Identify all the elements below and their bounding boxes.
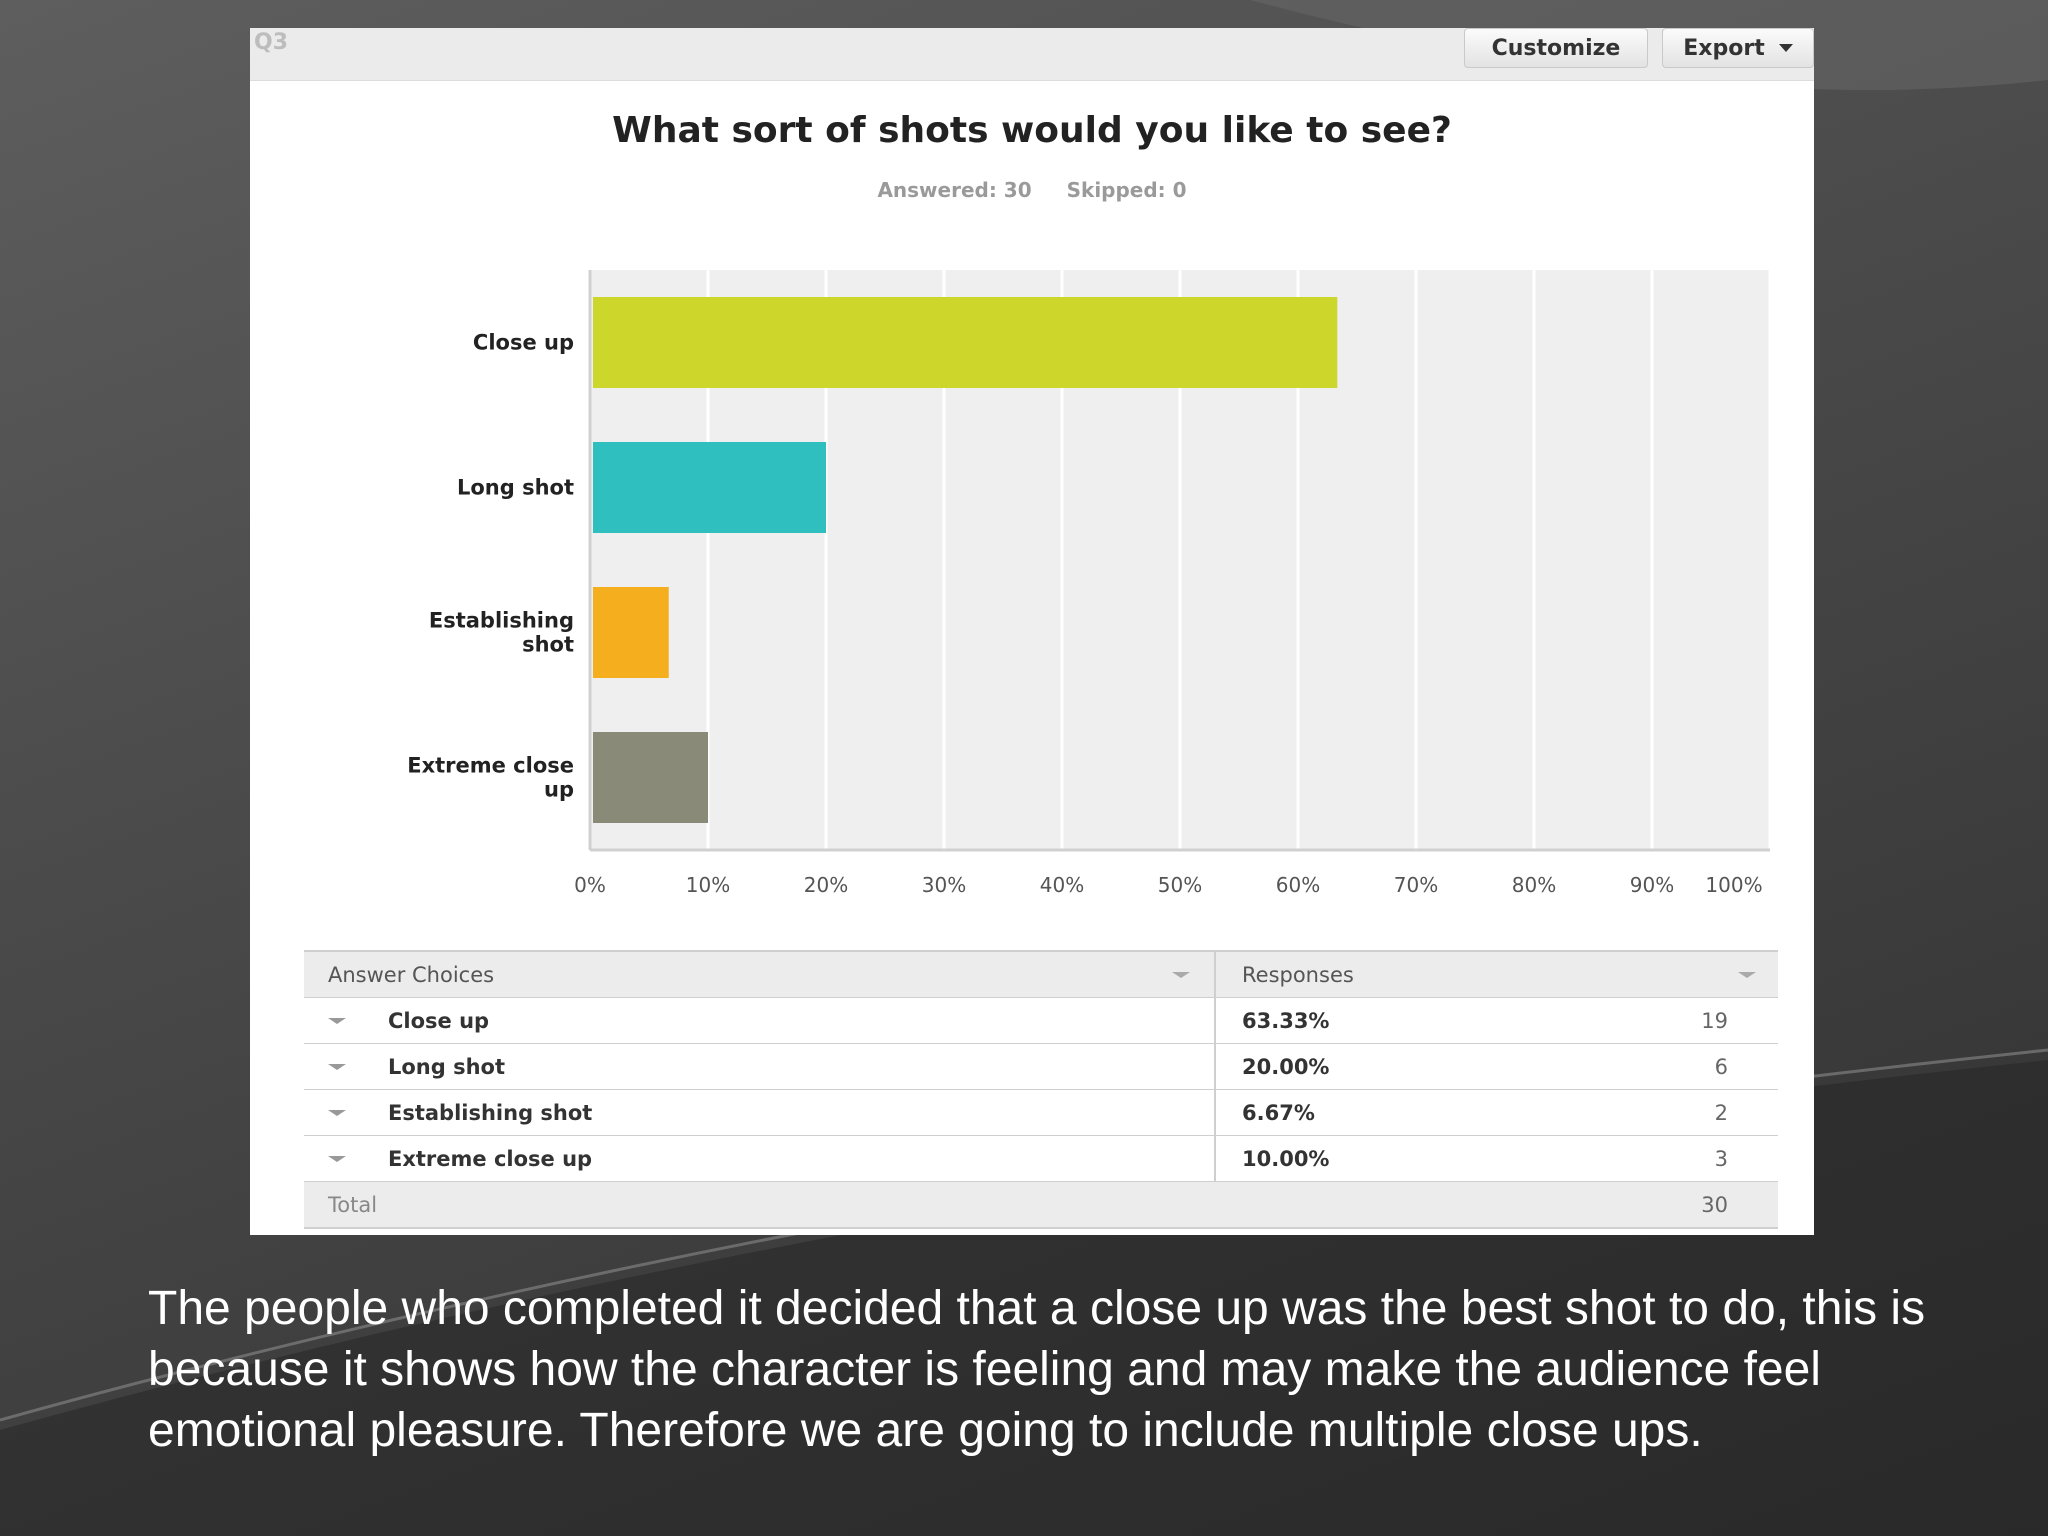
table-row: Close up 63.33% 19	[304, 997, 1778, 1044]
bar	[593, 732, 708, 823]
x-tick-label: 50%	[1158, 873, 1202, 897]
x-tick-label: 0%	[574, 873, 606, 897]
response-cell: 10.00% 3	[1215, 1135, 1778, 1182]
skipped-count: Skipped: 0	[1066, 178, 1187, 202]
export-button[interactable]: Export	[1662, 28, 1814, 68]
y-tick-label: up	[544, 778, 574, 802]
response-cell: 63.33% 19	[1215, 997, 1778, 1044]
y-tick-label: Close up	[473, 331, 574, 355]
percent-value: 63.33%	[1242, 1009, 1330, 1033]
bar	[593, 587, 669, 678]
y-tick-label: shot	[522, 633, 574, 657]
customize-label: Customize	[1491, 35, 1621, 61]
chevron-down-icon	[1778, 44, 1793, 52]
choice-cell: Close up	[304, 997, 1216, 1044]
table-row: Long shot 20.00% 6	[304, 1043, 1778, 1090]
expand-icon[interactable]	[328, 1064, 346, 1070]
choice-label: Close up	[388, 1009, 490, 1033]
bar	[593, 442, 826, 533]
answer-choices-label: Answer Choices	[328, 963, 495, 987]
x-tick-label: 20%	[804, 873, 848, 897]
percent-value: 10.00%	[1242, 1147, 1330, 1171]
sort-icon[interactable]	[1738, 972, 1756, 978]
responses-table: Answer Choices Responses Close up 63.33%…	[304, 950, 1778, 1229]
bar-chart: 0% 10% 20% 30% 40% 50% 60% 70% 80% 90% 100% Close u…	[407, 270, 1772, 897]
sort-icon[interactable]	[1172, 972, 1190, 978]
count-value: 6	[1714, 1055, 1728, 1079]
percent-value: 6.67%	[1242, 1101, 1315, 1125]
table-header-row: Answer Choices Responses	[304, 950, 1778, 998]
responses-header[interactable]: Responses	[1215, 950, 1778, 998]
x-tick-label: 30%	[922, 873, 966, 897]
count-value: 2	[1714, 1101, 1728, 1125]
total-value: 30	[1701, 1193, 1728, 1217]
table-row: Extreme close up 10.00% 3	[304, 1135, 1778, 1182]
expand-icon[interactable]	[328, 1110, 346, 1116]
response-cell: 6.67% 2	[1215, 1089, 1778, 1136]
choice-label: Extreme close up	[388, 1147, 593, 1171]
choice-label: Establishing shot	[388, 1101, 593, 1125]
total-cell: Total 30	[304, 1181, 1778, 1229]
y-tick-label: Long shot	[457, 476, 574, 500]
survey-panel: Q3 Customize Export What sort of shots w…	[250, 28, 1814, 1235]
x-tick-label: 80%	[1512, 873, 1556, 897]
answered-count: Answered: 30	[877, 178, 1032, 202]
answer-choices-header[interactable]: Answer Choices	[304, 950, 1216, 998]
response-cell: 20.00% 6	[1215, 1043, 1778, 1090]
panel-header: Q3 Customize Export	[250, 28, 1814, 81]
count-value: 3	[1714, 1147, 1728, 1171]
customize-button[interactable]: Customize	[1464, 28, 1648, 68]
x-tick-label: 40%	[1040, 873, 1084, 897]
choice-label: Long shot	[388, 1055, 506, 1079]
x-tick-label: 90%	[1630, 873, 1674, 897]
choice-cell: Extreme close up	[304, 1135, 1216, 1182]
y-tick-label: Extreme close	[407, 754, 574, 778]
chart-title: What sort of shots would you like to see…	[612, 110, 1452, 151]
expand-icon[interactable]	[328, 1018, 346, 1024]
slide-caption: The people who completed it decided that…	[148, 1282, 1926, 1457]
choice-cell: Long shot	[304, 1043, 1216, 1090]
choice-cell: Establishing shot	[304, 1089, 1216, 1136]
y-tick-label: Establishing	[429, 609, 574, 633]
percent-value: 20.00%	[1242, 1055, 1330, 1079]
response-stats: Answered: 30 Skipped: 0	[250, 178, 1814, 202]
x-tick-label: 60%	[1276, 873, 1320, 897]
total-label: Total	[328, 1193, 378, 1217]
total-row: Total 30	[304, 1181, 1778, 1229]
export-label: Export	[1683, 35, 1765, 61]
table-row: Establishing shot 6.67% 2	[304, 1089, 1778, 1136]
responses-label: Responses	[1242, 963, 1354, 987]
x-tick-label: 70%	[1394, 873, 1438, 897]
bar	[593, 297, 1338, 388]
x-tick-label: 10%	[686, 873, 730, 897]
question-label: Q3	[254, 30, 289, 55]
expand-icon[interactable]	[328, 1156, 346, 1162]
x-tick-label: 100%	[1705, 873, 1762, 897]
count-value: 19	[1701, 1009, 1728, 1033]
